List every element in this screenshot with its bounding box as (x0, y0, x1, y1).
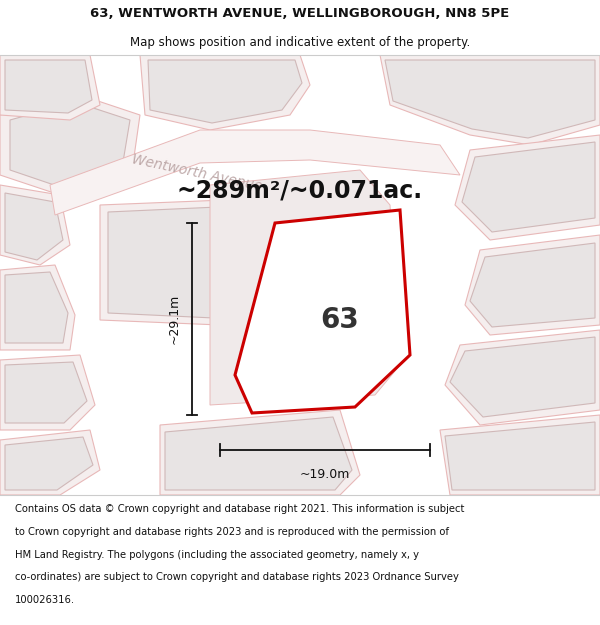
Polygon shape (108, 207, 226, 318)
Polygon shape (0, 430, 100, 495)
Polygon shape (5, 193, 63, 260)
Polygon shape (160, 410, 360, 495)
Polygon shape (10, 102, 130, 187)
Text: Map shows position and indicative extent of the property.: Map shows position and indicative extent… (130, 36, 470, 49)
Text: ~29.1m: ~29.1m (167, 294, 181, 344)
Polygon shape (210, 170, 400, 405)
Polygon shape (440, 415, 600, 495)
Text: ~19.0m: ~19.0m (300, 469, 350, 481)
Polygon shape (380, 55, 600, 145)
Polygon shape (445, 422, 595, 490)
Polygon shape (455, 135, 600, 240)
Polygon shape (50, 130, 460, 215)
Text: to Crown copyright and database rights 2023 and is reproduced with the permissio: to Crown copyright and database rights 2… (15, 527, 449, 537)
Polygon shape (445, 330, 600, 425)
Polygon shape (0, 355, 95, 430)
Polygon shape (0, 265, 75, 350)
Text: co-ordinates) are subject to Crown copyright and database rights 2023 Ordnance S: co-ordinates) are subject to Crown copyr… (15, 572, 459, 582)
Polygon shape (470, 243, 595, 327)
Polygon shape (450, 337, 595, 417)
Polygon shape (465, 235, 600, 335)
Polygon shape (100, 200, 235, 325)
Polygon shape (140, 55, 310, 130)
Text: 63, WENTWORTH AVENUE, WELLINGBOROUGH, NN8 5PE: 63, WENTWORTH AVENUE, WELLINGBOROUGH, NN… (91, 8, 509, 20)
Polygon shape (0, 55, 100, 120)
Polygon shape (5, 362, 87, 423)
Text: 100026316.: 100026316. (15, 595, 75, 605)
Text: Wentworth Avenue: Wentworth Avenue (130, 152, 263, 194)
Polygon shape (385, 60, 595, 138)
Polygon shape (235, 210, 410, 413)
Text: Contains OS data © Crown copyright and database right 2021. This information is : Contains OS data © Crown copyright and d… (15, 504, 464, 514)
Polygon shape (0, 95, 140, 195)
Polygon shape (5, 272, 68, 343)
Polygon shape (5, 437, 93, 490)
Text: HM Land Registry. The polygons (including the associated geometry, namely x, y: HM Land Registry. The polygons (includin… (15, 549, 419, 559)
Text: 63: 63 (320, 306, 359, 334)
Polygon shape (0, 185, 70, 265)
Polygon shape (462, 142, 595, 232)
Polygon shape (5, 60, 92, 113)
Polygon shape (148, 60, 302, 123)
Polygon shape (165, 417, 352, 490)
Text: ~289m²/~0.071ac.: ~289m²/~0.071ac. (177, 178, 423, 202)
